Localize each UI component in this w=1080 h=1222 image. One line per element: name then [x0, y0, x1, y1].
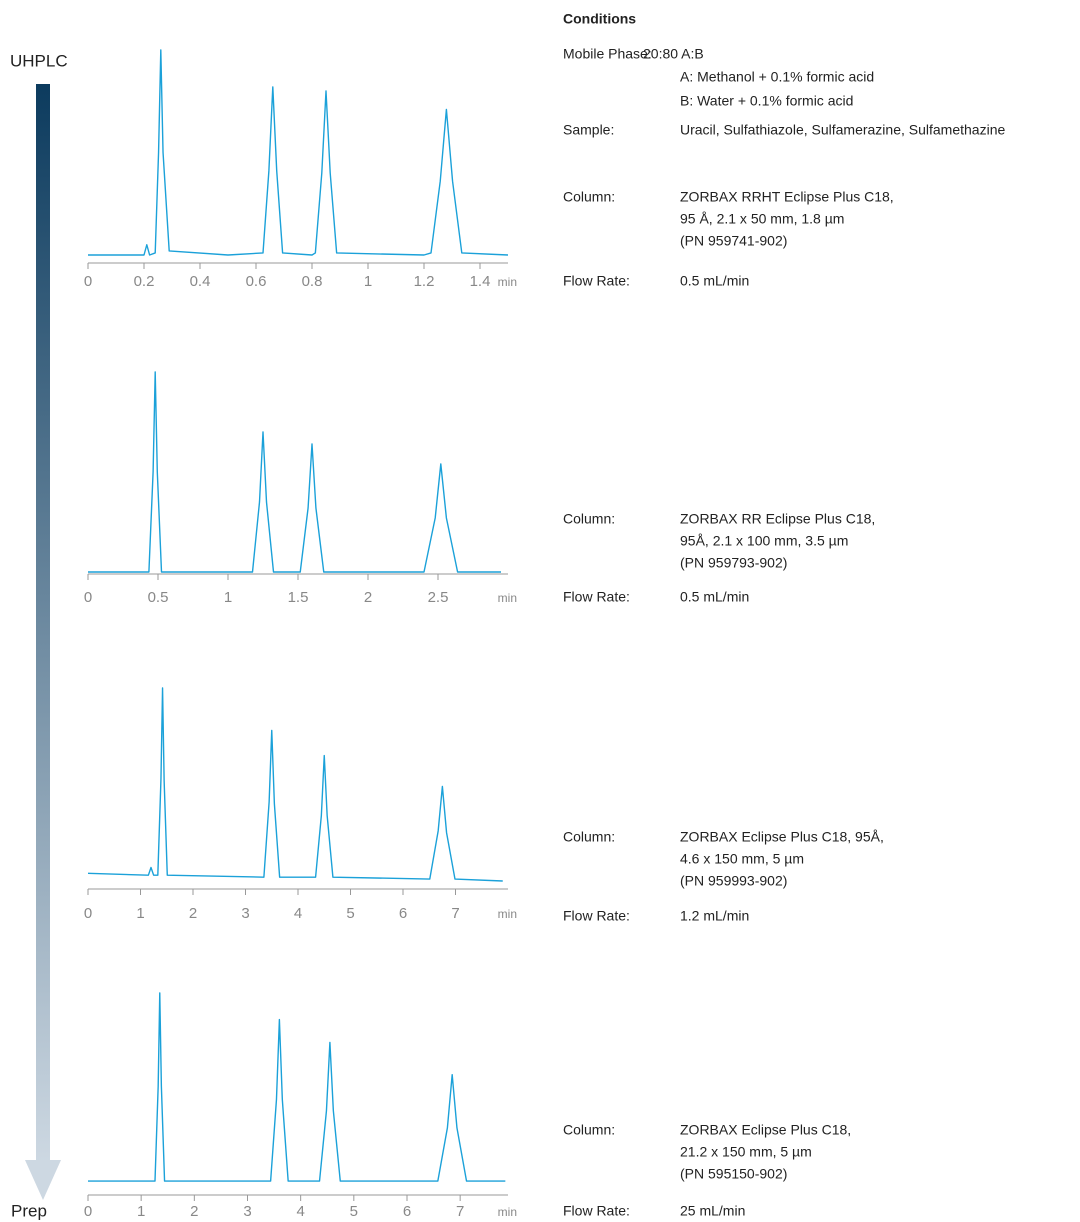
x-tick-label: 1.5: [288, 589, 309, 606]
condition-value: (PN 959741-902): [680, 233, 787, 249]
x-tick-label: 3: [241, 905, 249, 922]
condition-value: 95Å, 2.1 x 100 mm, 3.5 µm: [680, 533, 848, 549]
x-tick-label: 4: [296, 1203, 304, 1220]
x-unit: min: [498, 275, 517, 289]
condition-value: ZORBAX Eclipse Plus C18,: [680, 1122, 851, 1138]
x-tick-label: 0: [84, 905, 92, 922]
condition-value: ZORBAX RRHT Eclipse Plus C18,: [680, 189, 894, 205]
condition-label: Column:: [563, 829, 615, 845]
condition-value: ZORBAX RR Eclipse Plus C18,: [680, 511, 875, 527]
chromatogram-line: [88, 992, 506, 1182]
conditions-title: Conditions: [563, 11, 636, 27]
condition-label: Flow Rate:: [563, 1203, 630, 1219]
condition-label: Sample:: [563, 122, 614, 138]
condition-value: 21.2 x 150 mm, 5 µm: [680, 1144, 812, 1160]
chromatogram-line: [88, 371, 501, 573]
condition-value: 0.5 mL/min: [680, 589, 749, 605]
x-unit: min: [498, 591, 517, 605]
x-tick-label: 0.4: [190, 273, 211, 290]
x-tick-label: 5: [350, 1203, 358, 1220]
x-tick-label: 1: [136, 905, 144, 922]
x-tick-label: 0: [84, 1203, 92, 1220]
condition-value: 1.2 mL/min: [680, 908, 749, 924]
condition-value: A: Methanol + 0.1% formic acid: [680, 69, 874, 85]
scale-top-label: UHPLC: [10, 51, 68, 70]
x-tick-label: 0.6: [246, 273, 267, 290]
x-tick-label: 0: [84, 589, 92, 606]
x-tick-label: 1: [224, 589, 232, 606]
scale-arrow-head: [25, 1160, 61, 1200]
condition-value: 20:80 A:B: [643, 46, 704, 62]
x-tick-label: 6: [403, 1203, 411, 1220]
condition-value: 95 Å, 2.1 x 50 mm, 1.8 µm: [680, 211, 844, 227]
condition-value: 4.6 x 150 mm, 5 µm: [680, 851, 804, 867]
condition-label: Flow Rate:: [563, 589, 630, 605]
scale-arrow-shaft: [36, 84, 50, 1162]
chromatogram-line: [88, 49, 509, 256]
x-tick-label: 0.5: [148, 589, 169, 606]
x-unit: min: [498, 907, 517, 921]
condition-value: (PN 959793-902): [680, 555, 787, 571]
x-unit: min: [498, 1205, 517, 1219]
condition-label: Mobile Phase:: [563, 46, 652, 62]
condition-value: 0.5 mL/min: [680, 273, 749, 289]
x-tick-label: 6: [399, 905, 407, 922]
x-tick-label: 1: [137, 1203, 145, 1220]
condition-label: Flow Rate:: [563, 908, 630, 924]
condition-label: Column:: [563, 189, 615, 205]
scale-bottom-label: Prep: [11, 1201, 47, 1220]
x-tick-label: 1.2: [414, 273, 435, 290]
x-tick-label: 4: [294, 905, 302, 922]
condition-value: B: Water + 0.1% formic acid: [680, 93, 853, 109]
x-tick-label: 0: [84, 273, 92, 290]
condition-label: Flow Rate:: [563, 273, 630, 289]
condition-label: Column:: [563, 1122, 615, 1138]
chromatogram-line: [87, 687, 503, 882]
condition-value: Uracil, Sulfathiazole, Sulfamerazine, Su…: [680, 122, 1005, 138]
x-tick-label: 1.4: [470, 273, 491, 290]
x-tick-label: 3: [243, 1203, 251, 1220]
x-tick-label: 1: [364, 273, 372, 290]
x-tick-label: 2: [364, 589, 372, 606]
x-tick-label: 0.8: [302, 273, 323, 290]
condition-value: (PN 595150-902): [680, 1166, 787, 1182]
condition-label: Column:: [563, 511, 615, 527]
x-tick-label: 7: [456, 1203, 464, 1220]
x-tick-label: 5: [346, 905, 354, 922]
x-tick-label: 0.2: [134, 273, 155, 290]
condition-value: ZORBAX Eclipse Plus C18, 95Å,: [680, 829, 884, 845]
condition-value: (PN 959993-902): [680, 873, 787, 889]
x-tick-label: 2: [190, 1203, 198, 1220]
x-tick-label: 2.5: [428, 589, 449, 606]
condition-value: 25 mL/min: [680, 1203, 745, 1219]
x-tick-label: 2: [189, 905, 197, 922]
x-tick-label: 7: [451, 905, 459, 922]
